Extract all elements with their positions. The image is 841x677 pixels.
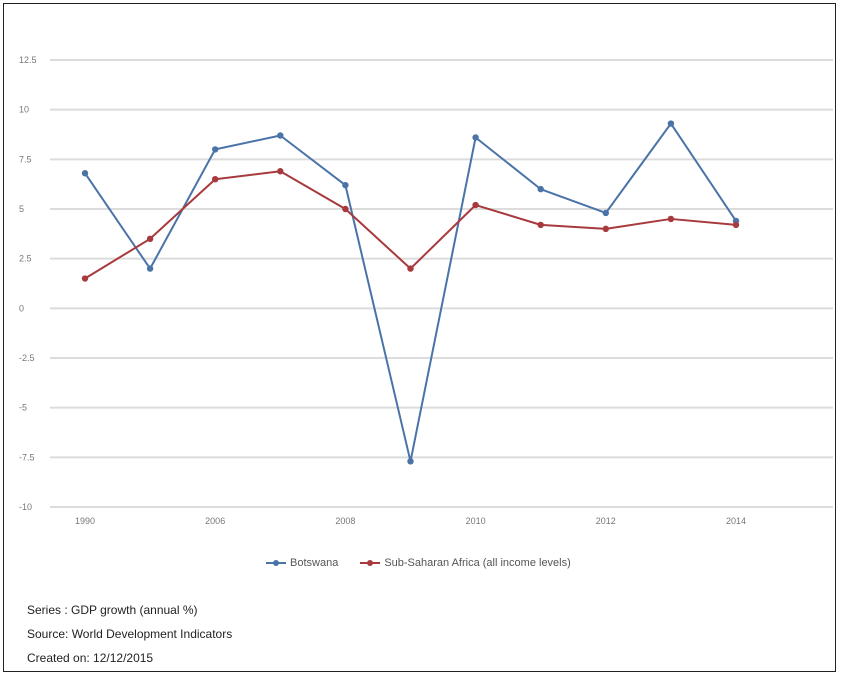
data-point [472,134,479,141]
data-point [667,215,675,223]
chart-notes: Series : GDP growth (annual %) Source: W… [27,598,232,670]
y-tick-label: 12.5 [19,55,37,65]
data-point [537,185,544,193]
data-point [81,275,89,282]
data-point [472,201,479,209]
chart-legend: Botswana Sub-Saharan Africa (all income … [266,555,593,571]
data-point [407,265,414,272]
legend-item-botswana[interactable]: Botswana [266,557,338,569]
y-tick-label: 5 [19,204,24,214]
data-point [407,458,414,465]
data-point [602,209,609,217]
y-tick-label: -10 [19,502,32,512]
data-point [146,265,154,272]
data-point [667,120,675,127]
y-tick-label: -2.5 [19,353,35,363]
y-tick-label: -5 [19,403,27,413]
x-tick-label: 2010 [466,516,486,526]
data-point [537,221,544,229]
data-point [342,181,349,189]
legend-label-sub-saharan-africa: Sub-Saharan Africa (all income levels) [384,557,571,569]
x-tick-label: 2008 [335,516,355,526]
legend-label-botswana: Botswana [290,557,339,569]
data-point [146,235,154,242]
series-line-0 [84,122,737,463]
data-point [277,132,284,139]
data-point [342,205,349,213]
chart-frame [3,3,836,672]
x-tick-label: 2012 [596,516,616,526]
series-note: Series : GDP growth (annual %) [27,603,198,617]
data-point [732,221,740,229]
source-note: Source: World Development Indicators [27,627,233,641]
data-point [212,176,219,183]
x-tick-label: 2014 [726,516,746,526]
legend-marker-sub-saharan-africa [360,558,381,568]
series-line-1 [84,170,737,280]
y-tick-label: -7.5 [19,452,35,462]
legend-item-sub-saharan-africa[interactable]: Sub-Saharan Africa (all income levels) [360,557,571,569]
created-note: Created on: 12/12/2015 [27,651,154,665]
legend-marker-botswana [266,558,286,568]
y-tick-label: 10 [19,105,29,115]
x-tick-label: 2006 [205,516,225,526]
y-tick-label: 0 [19,303,24,313]
y-tick-label: 7.5 [19,154,32,164]
data-point [602,225,609,233]
y-tick-label: 2.5 [19,254,32,264]
data-point [277,168,284,175]
data-point [81,170,89,177]
data-point [212,146,219,153]
x-tick-label: 1990 [75,516,95,526]
